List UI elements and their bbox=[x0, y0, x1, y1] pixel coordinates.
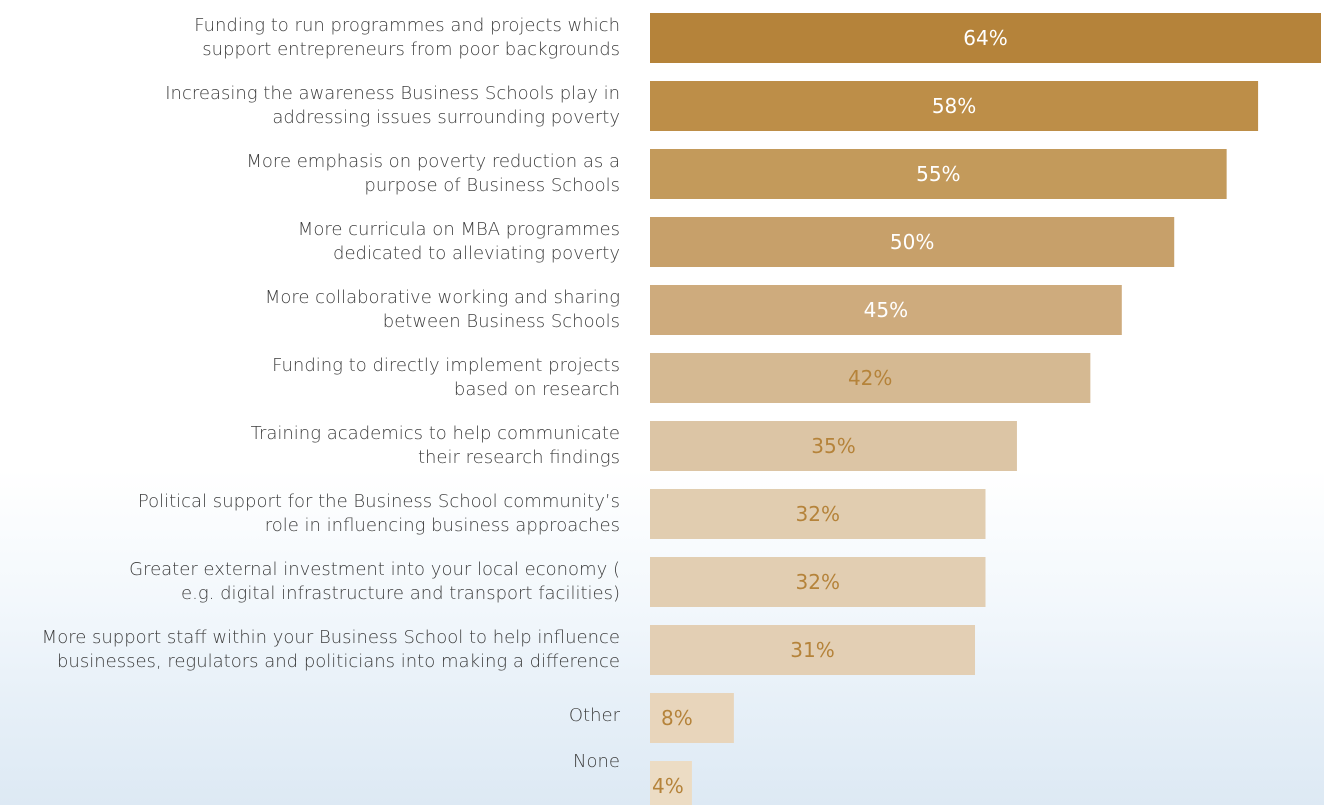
category-label-line: Increasing the awareness Business School… bbox=[165, 83, 620, 104]
category-label-line: Political support for the Business Schoo… bbox=[138, 491, 620, 512]
bar bbox=[650, 693, 734, 743]
bar-value-label: 50% bbox=[890, 230, 934, 254]
bar-value-label: 31% bbox=[790, 638, 834, 662]
category-label-line: Greater external investment into your lo… bbox=[129, 559, 620, 580]
category-label-line: addressing issues surrounding poverty bbox=[272, 107, 620, 128]
category-label-line: None bbox=[573, 751, 620, 772]
bar-value-label: 32% bbox=[796, 502, 840, 526]
category-label-line: businesses, regulators and politicians i… bbox=[57, 651, 620, 672]
category-label-line: Funding to directly implement projects bbox=[272, 355, 620, 376]
category-label: Other bbox=[569, 705, 621, 726]
category-label-line: Other bbox=[569, 705, 621, 726]
bar bbox=[650, 761, 692, 805]
category-label-line: dedicated to alleviating poverty bbox=[333, 243, 620, 264]
bar-value-label: 58% bbox=[932, 94, 976, 118]
category-label-line: role in influencing business approaches bbox=[265, 515, 620, 536]
bar bbox=[650, 81, 1259, 131]
category-label-line: e.g. digital infrastructure and transpor… bbox=[181, 583, 620, 604]
category-label: Greater external investment into your lo… bbox=[129, 559, 620, 604]
bar bbox=[650, 489, 986, 539]
bar-value-label: 42% bbox=[848, 366, 892, 390]
category-label-line: More support staff within your Business … bbox=[42, 627, 620, 648]
bar-value-label: 32% bbox=[796, 570, 840, 594]
category-label: Training academics to help communicate th… bbox=[251, 423, 620, 468]
category-label: Political support for the Business Schoo… bbox=[138, 491, 620, 536]
bar-value-label: 64% bbox=[963, 26, 1007, 50]
category-label-line: support entrepreneurs from poor backgrou… bbox=[202, 39, 620, 60]
category-label-line: between Business Schools bbox=[383, 311, 620, 332]
bar-value-label: 45% bbox=[864, 298, 908, 322]
bar bbox=[650, 13, 1321, 63]
category-label: More support staff within your Business … bbox=[42, 627, 620, 672]
bar-value-label: 8% bbox=[661, 706, 693, 730]
category-label-line: Training academics to help communicate bbox=[251, 423, 620, 444]
bar bbox=[650, 625, 976, 675]
category-label: More collaborative working and sharing be… bbox=[265, 287, 620, 332]
category-label: Funding to run programmes and projects w… bbox=[194, 15, 620, 60]
bar bbox=[650, 149, 1227, 199]
category-label: More curricula on MBA programmes dedicate… bbox=[298, 219, 620, 264]
bar bbox=[650, 557, 986, 607]
bar bbox=[650, 353, 1091, 403]
category-label: Funding to directly implement projects ba… bbox=[272, 355, 620, 400]
category-label-line: purpose of Business Schools bbox=[364, 175, 620, 196]
bar-value-label: 55% bbox=[916, 162, 960, 186]
bar bbox=[650, 285, 1122, 335]
category-label-line: More emphasis on poverty reduction as a bbox=[246, 151, 620, 172]
category-label-line: based on research bbox=[454, 379, 620, 400]
bar bbox=[650, 217, 1175, 267]
category-label-line: their research findings bbox=[418, 447, 620, 468]
category-label: More emphasis on poverty reduction as a p… bbox=[246, 151, 620, 196]
bar-value-label: 35% bbox=[811, 434, 855, 458]
category-label: None bbox=[573, 751, 620, 772]
category-label-line: More collaborative working and sharing bbox=[265, 287, 620, 308]
bar bbox=[650, 421, 1017, 471]
category-label-line: Funding to run programmes and projects w… bbox=[194, 15, 620, 36]
bar-value-label: 4% bbox=[652, 774, 684, 798]
category-label: Increasing the awareness Business School… bbox=[165, 83, 620, 128]
category-label-line: More curricula on MBA programmes bbox=[298, 219, 620, 240]
